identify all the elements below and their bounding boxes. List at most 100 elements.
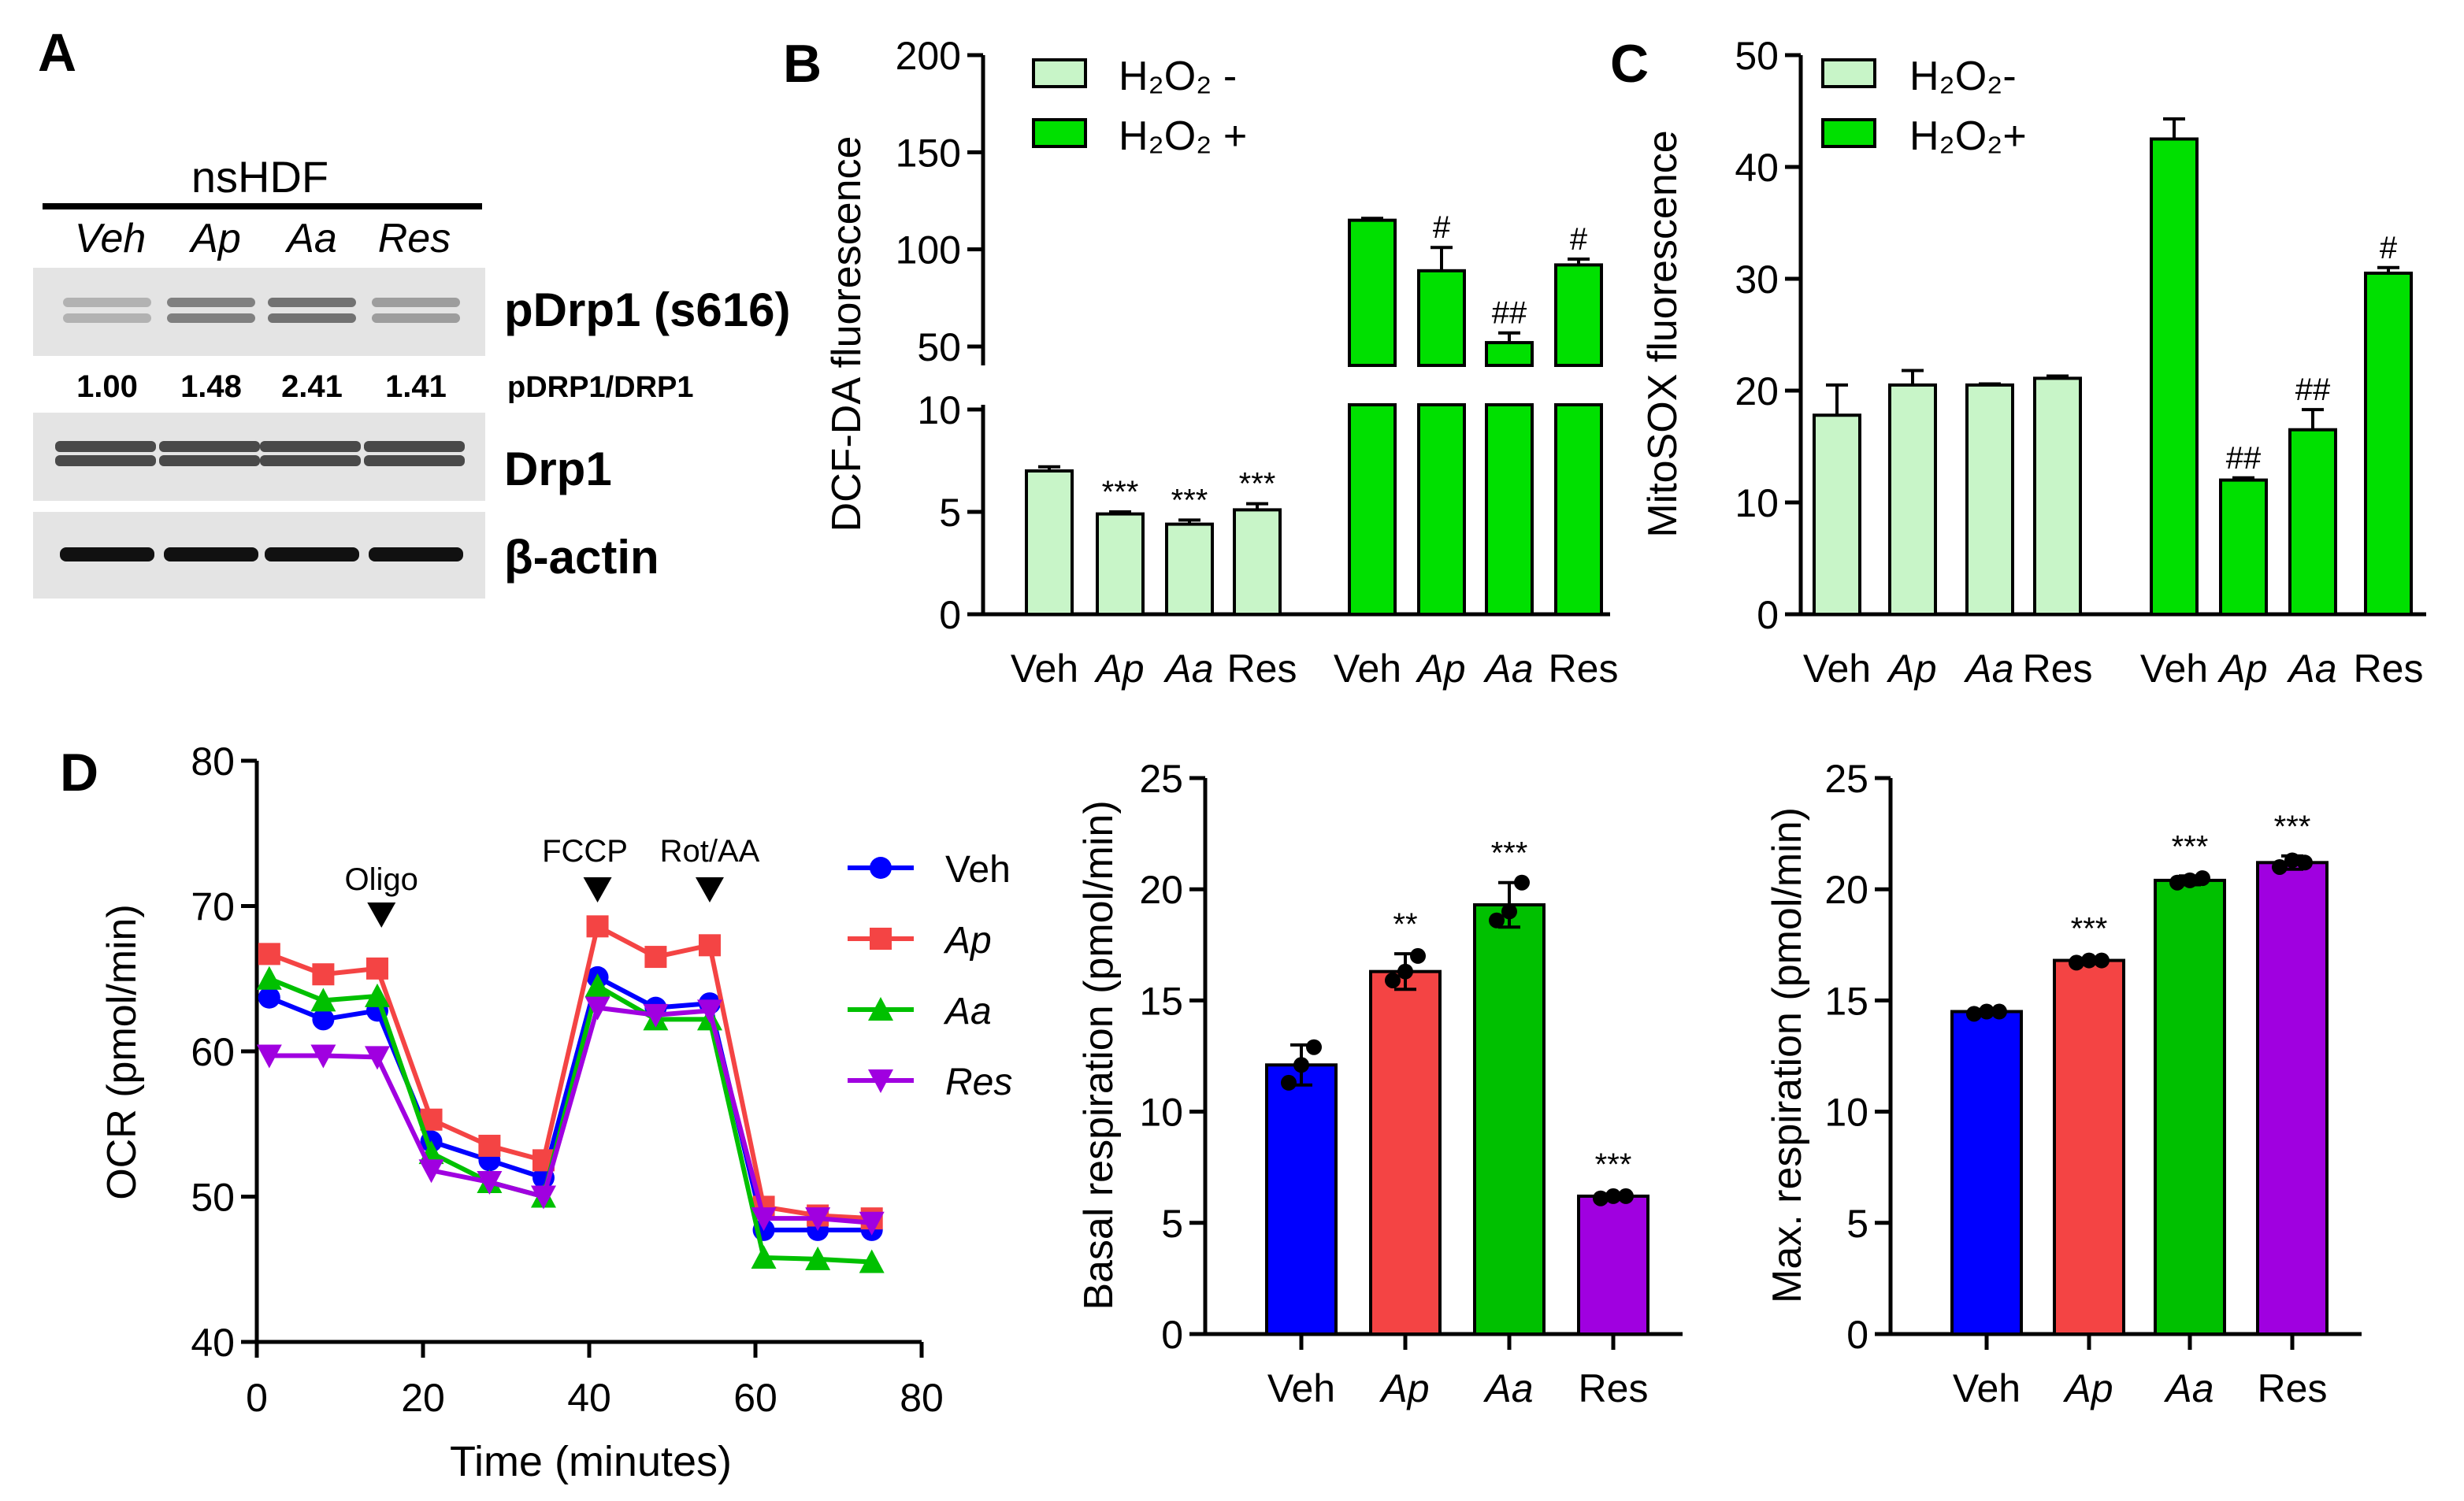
data-point [2195, 870, 2210, 887]
marker-triangle-down [805, 1207, 831, 1232]
marker-triangle-down [696, 999, 722, 1024]
x-tick-label: 80 [900, 1376, 944, 1420]
marker-square [698, 934, 721, 957]
y-axis-label: MitoSOX fluorescence [1640, 130, 1686, 537]
injection-label: FCCP [542, 834, 628, 869]
lane-label: Res [378, 216, 451, 261]
marker-triangle-down [643, 1003, 669, 1028]
marker-triangle-down [364, 1046, 390, 1070]
y-tick-label: 25 [1824, 757, 1868, 801]
y-tick-label: 0 [1757, 593, 1779, 637]
marker-square [586, 915, 609, 938]
ratio-value: 1.00 [76, 369, 138, 404]
significance-label: *** [1171, 483, 1208, 517]
bar [1369, 969, 1442, 1336]
injection-label: Oligo [345, 862, 418, 897]
panel-a: A nsHDF Veh Ap Aa Res pDrp1 (s616) pDRP1… [33, 23, 790, 599]
x-tick-label: 40 [567, 1376, 611, 1420]
marker-triangle-down [751, 1207, 777, 1232]
panel-label-d: D [60, 743, 98, 802]
x-tick-label: Ap [2217, 647, 2267, 691]
x-axis-label: Time (minutes) [450, 1438, 732, 1485]
significance-label: ## [2226, 441, 2262, 476]
data-point [2081, 952, 2097, 969]
data-point [2169, 874, 2185, 891]
y-tick-label: 10 [1735, 481, 1779, 525]
injection-arrow-icon [583, 877, 612, 902]
band [167, 298, 255, 307]
data-point [1501, 903, 1517, 920]
x-tick-label: Aa [2163, 1366, 2214, 1410]
bar [1577, 1194, 1649, 1336]
series-line-aa [268, 976, 872, 1265]
band [167, 313, 255, 323]
bar [1165, 522, 1214, 616]
data-point [1514, 874, 1530, 891]
x-tick-label: Aa [1963, 647, 2013, 691]
band [55, 441, 156, 452]
data-point [1605, 1188, 1621, 1204]
band [63, 298, 151, 307]
legend-label: H₂O₂ + [1119, 113, 1247, 159]
marker-triangle-down [868, 1069, 893, 1093]
data-point [2297, 854, 2313, 871]
bar [1096, 512, 1145, 616]
ratio-value: 1.41 [385, 369, 447, 404]
band [268, 313, 356, 323]
significance-label: *** [1491, 836, 1528, 871]
lane-label: Ap [188, 216, 241, 261]
significance-label: *** [1595, 1147, 1632, 1182]
legend-label: H₂O₂+ [1909, 113, 2027, 159]
chart-max-respiration: 0 5 10 15 20 25 Max. respiration (pmol/min) Veh… [1765, 757, 2362, 1410]
bar [1025, 469, 1074, 616]
significance-label: # [1570, 222, 1588, 257]
y-tick-label: 80 [191, 739, 235, 784]
ratio-value: 2.41 [281, 369, 343, 404]
panel-label-c: C [1610, 34, 1649, 94]
data-point [2272, 858, 2288, 875]
y-axis-label: Max. respiration (pmol/min) [1765, 807, 1810, 1303]
y-tick-label: 20 [1735, 369, 1779, 413]
y-tick-label: 5 [1161, 1202, 1183, 1246]
band [369, 547, 463, 561]
x-tick-label: Res [2023, 647, 2093, 691]
bar-lower [1348, 403, 1397, 616]
significance-label: *** [1239, 467, 1276, 502]
legend-label: Res [945, 1062, 1012, 1103]
data-point [1593, 1190, 1609, 1206]
marker-square [644, 946, 667, 969]
x-tick-label: 0 [246, 1376, 268, 1420]
data-point [2284, 852, 2300, 869]
x-tick-label: Ap [1379, 1366, 1429, 1410]
legend-label: Aa [943, 991, 992, 1032]
x-tick-label: Res [1579, 1366, 1649, 1410]
bar-upper [1485, 341, 1534, 368]
bar [1813, 413, 1861, 616]
y-tick-label: 20 [1139, 868, 1183, 912]
y-tick-label: 150 [896, 131, 961, 175]
y-tick-label: 50 [191, 1176, 235, 1220]
legend-swatch [1032, 118, 1087, 148]
y-axis-label: OCR (pmol/min) [99, 904, 145, 1200]
legend-label: H₂O₂ - [1119, 54, 1237, 99]
marker-circle [312, 1008, 335, 1031]
y-tick-label: 15 [1824, 979, 1868, 1023]
injection-arrow-icon [367, 902, 396, 928]
x-tick-label: 60 [733, 1376, 777, 1420]
panel-label-a: A [38, 23, 76, 83]
y-tick-label: 5 [1846, 1202, 1868, 1246]
bar [2154, 878, 2226, 1336]
y-tick-label: 0 [1846, 1313, 1868, 1357]
y-tick-label: 50 [917, 325, 961, 369]
y-axis-label: DCF-DA fluorescence [824, 136, 870, 532]
data-point [2069, 954, 2084, 971]
legend-label: Veh [945, 849, 1011, 891]
y-tick-label: 30 [1735, 258, 1779, 302]
bar [1473, 902, 1546, 1336]
data-point [2094, 952, 2110, 969]
blot-label-actin: β-actin [504, 531, 659, 584]
x-tick-label: Aa [2286, 647, 2336, 691]
marker-square [478, 1134, 501, 1157]
significance-label: # [2380, 231, 2398, 265]
band [159, 455, 260, 466]
